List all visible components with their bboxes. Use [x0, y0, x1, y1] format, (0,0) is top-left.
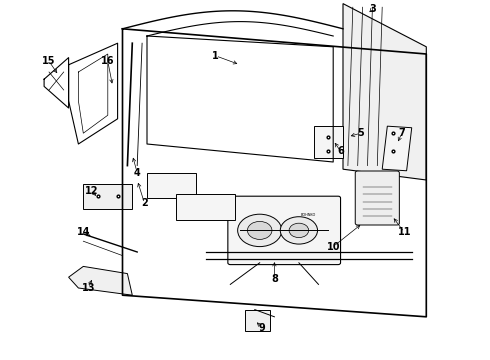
Text: 4: 4 — [134, 168, 141, 178]
Bar — [176, 194, 235, 220]
Text: 15: 15 — [42, 56, 56, 66]
Text: 8: 8 — [271, 274, 278, 284]
Bar — [382, 126, 412, 171]
Text: 11: 11 — [397, 227, 411, 237]
Polygon shape — [343, 4, 426, 180]
Text: BOHNKO: BOHNKO — [301, 213, 317, 217]
Text: 14: 14 — [76, 227, 90, 237]
FancyBboxPatch shape — [355, 171, 399, 225]
Circle shape — [280, 217, 318, 244]
Bar — [83, 184, 132, 209]
Circle shape — [238, 214, 282, 247]
Text: 5: 5 — [357, 128, 364, 138]
Text: 12: 12 — [85, 186, 98, 196]
FancyBboxPatch shape — [228, 196, 341, 265]
Circle shape — [247, 221, 272, 239]
Bar — [245, 310, 270, 331]
Text: 1: 1 — [212, 51, 219, 61]
Text: 6: 6 — [337, 146, 344, 156]
Text: 10: 10 — [326, 242, 340, 252]
Polygon shape — [69, 266, 132, 295]
Text: 9: 9 — [259, 323, 266, 333]
Bar — [314, 126, 343, 158]
Circle shape — [289, 223, 309, 238]
Text: 2: 2 — [141, 198, 148, 208]
Text: 13: 13 — [81, 283, 95, 293]
Text: 16: 16 — [101, 56, 115, 66]
Text: 3: 3 — [369, 4, 376, 14]
Bar — [147, 173, 196, 198]
Text: 7: 7 — [398, 128, 405, 138]
